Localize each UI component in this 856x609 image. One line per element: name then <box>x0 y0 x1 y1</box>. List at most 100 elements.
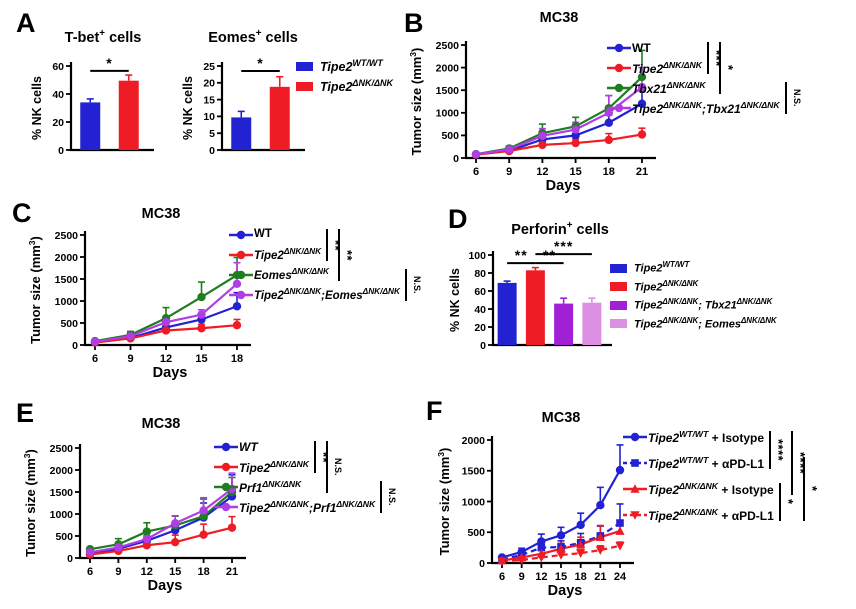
svg-text:9: 9 <box>115 566 121 578</box>
svg-text:*: * <box>257 55 263 71</box>
svg-text:25: 25 <box>203 61 215 73</box>
significance-label: **** <box>793 452 808 475</box>
legend-item: Tipe2ΔNK/ΔNK;EomesΔNK/ΔNK <box>228 285 400 305</box>
legend-item: WT <box>606 38 780 58</box>
svg-text:60: 60 <box>474 286 486 298</box>
panel-e-letter: E <box>16 398 35 428</box>
panel-d-legend: Tipe2WT/WT Tipe2ΔNK/ΔNK Tipe2ΔNK/ΔNK; Tbx2… <box>610 259 777 333</box>
panel-b-letter: B <box>404 8 424 38</box>
svg-text:18: 18 <box>603 166 615 178</box>
panel-c-letter: C <box>12 198 32 228</box>
svg-text:21: 21 <box>636 166 648 178</box>
svg-text:9: 9 <box>519 571 525 583</box>
panel-f: F MC38 0 500 1000 1500 2000 6 9 12 15 18 21 24 Tumor… <box>420 394 856 609</box>
svg-text:0: 0 <box>67 553 73 565</box>
significance-label: ** <box>316 451 331 463</box>
legend-label: Tipe2ΔNK/ΔNK + αPD-L1 <box>648 507 774 523</box>
circle-marker-icon <box>607 103 631 113</box>
svg-text:12: 12 <box>535 571 547 583</box>
legend-swatch <box>296 61 313 71</box>
svg-text:40: 40 <box>474 304 486 316</box>
svg-text:0: 0 <box>480 340 486 352</box>
legend-label: Tipe2ΔNK/ΔNK; EomesΔNK/ΔNK <box>634 315 777 331</box>
panel-a-letter: A <box>16 8 36 38</box>
legend-item: Tipe2ΔNK/ΔNK <box>213 457 375 477</box>
legend-item: Tipe2WT/WT <box>296 56 393 76</box>
panel-f-title: MC38 <box>541 410 581 426</box>
legend-label: Tipe2ΔNK/ΔNK <box>320 77 394 94</box>
svg-text:24: 24 <box>614 571 627 583</box>
svg-text:0: 0 <box>58 145 64 157</box>
panel-d: D Perforin+ cells 0 20 40 60 80 100 % NK cells… <box>432 192 856 392</box>
svg-text:2500: 2500 <box>55 230 79 242</box>
significance-bracket <box>791 431 793 495</box>
panel-b-chart: 0 500 1000 1500 2000 2500 6 9 12 15 18 21 Tumor size… <box>408 40 656 194</box>
circle-marker-icon <box>214 442 238 452</box>
legend-item: Tipe2ΔNK/ΔNK <box>296 76 393 96</box>
svg-text:18: 18 <box>231 353 243 365</box>
svg-text:20: 20 <box>203 78 215 90</box>
svg-text:12: 12 <box>160 353 172 365</box>
triangle-down-marker-icon <box>623 511 647 520</box>
svg-text:Tumor size (mm3): Tumor size (mm3) <box>436 448 452 556</box>
svg-text:15: 15 <box>169 566 181 578</box>
svg-text:500: 500 <box>60 318 78 330</box>
triangle-up-marker-icon <box>623 484 647 493</box>
svg-text:Days: Days <box>153 365 188 381</box>
legend-swatch <box>296 81 313 91</box>
legend-label: Tipe2ΔNK/ΔNK <box>632 60 703 76</box>
svg-text:0: 0 <box>479 558 485 570</box>
legend-item: WT <box>228 225 400 245</box>
legend-label: Tipe2ΔNK/ΔNK;EomesΔNK/ΔNK <box>254 286 400 302</box>
significance-bracket <box>405 269 407 301</box>
svg-text:**: ** <box>543 247 556 263</box>
svg-text:1500: 1500 <box>436 85 460 97</box>
svg-text:2000: 2000 <box>462 435 486 447</box>
svg-text:*: * <box>106 55 112 71</box>
svg-text:18: 18 <box>197 566 209 578</box>
circle-marker-icon <box>229 250 253 260</box>
legend-item: Tipe2ΔNK/ΔNK <box>610 278 777 297</box>
panel-a-tbet-title: T-bet+ cells <box>64 28 142 46</box>
legend-label: Tipe2ΔNK/ΔNK <box>239 459 310 475</box>
circle-marker-icon <box>214 462 238 472</box>
svg-text:10: 10 <box>203 111 215 123</box>
significance-bracket <box>719 42 721 94</box>
legend-label: Tipe2ΔNK/ΔNK; Tbx21ΔNK/ΔNK <box>634 297 773 313</box>
significance-label: **** <box>771 439 786 462</box>
svg-text:21: 21 <box>226 566 238 578</box>
panel-d-title: Perforin+ cells <box>511 220 609 238</box>
legend-item: Tipe2ΔNK/ΔNK;Prf1ΔNK/ΔNK <box>213 497 375 517</box>
svg-text:% NK cells: % NK cells <box>448 268 462 332</box>
svg-text:500: 500 <box>467 527 485 539</box>
significance-label: N.S. <box>792 89 802 107</box>
svg-text:1000: 1000 <box>462 496 486 508</box>
svg-text:5: 5 <box>209 128 215 140</box>
panel-a-legend: Tipe2WT/WT Tipe2ΔNK/ΔNK <box>296 56 393 96</box>
svg-text:2000: 2000 <box>50 465 74 477</box>
panel-f-chart: 0 500 1000 1500 2000 6 9 12 15 18 21 24 Tumor size (… <box>436 435 634 599</box>
significance-bracket <box>326 229 328 261</box>
panel-a-eomes-chart: 0 5 10 15 20 25 % NK cells * <box>181 55 305 157</box>
legend-item: Tbx21ΔNK/ΔNK <box>606 78 780 98</box>
panel-c-legend: WT Tipe2ΔNK/ΔNK EomesΔNK/ΔNK Tipe2ΔNK/ΔNK;E… <box>228 225 422 305</box>
significance-label: ** <box>328 239 343 251</box>
legend-label: Tipe2WT/WT <box>634 260 690 276</box>
legend-swatch <box>610 263 627 273</box>
svg-text:21: 21 <box>594 571 606 583</box>
panel-f-legend: Tipe2WT/WT + Isotype Tipe2WT/WT + αPD-L1 T… <box>622 424 820 528</box>
significance-label: N.S. <box>387 488 397 506</box>
svg-text:9: 9 <box>506 166 512 178</box>
svg-text:6: 6 <box>92 353 98 365</box>
legend-label: EomesΔNK/ΔNK <box>254 266 329 282</box>
panel-c: C MC38 0 500 1000 1500 2000 2500 6 9 12 15 18 Tumor… <box>8 192 438 392</box>
svg-text:1000: 1000 <box>55 296 79 308</box>
legend-item: Tipe2WT/WT + αPD-L1 <box>622 450 774 476</box>
panel-a-eomes-title: Eomes+ cells <box>208 28 298 46</box>
circle-marker-icon <box>607 63 631 73</box>
svg-text:2500: 2500 <box>50 443 74 455</box>
svg-text:% NK cells: % NK cells <box>30 76 44 140</box>
panel-f-letter: F <box>426 396 443 426</box>
significance-label: ** <box>340 249 355 261</box>
